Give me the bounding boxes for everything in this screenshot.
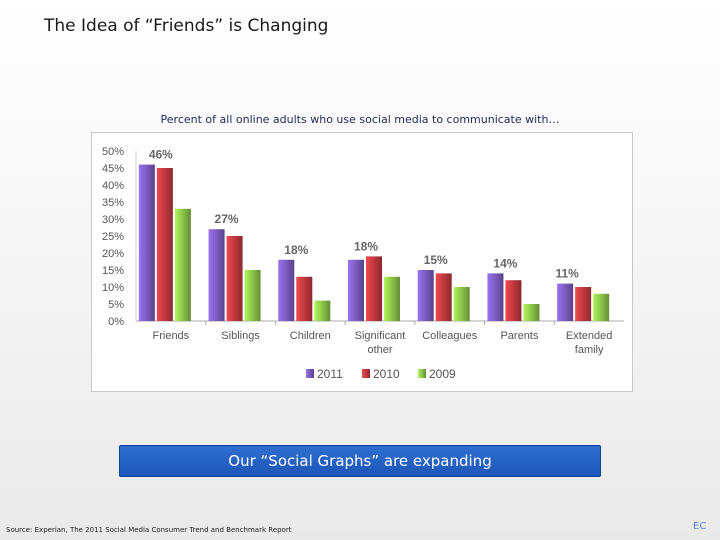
corner-mark: EC: [693, 521, 707, 532]
bar-2010: [435, 273, 452, 321]
x-tick-label: Colleagues: [422, 330, 478, 342]
bar-2009: [314, 300, 331, 321]
bar-2009: [384, 276, 400, 321]
legend-label: 2009: [429, 367, 456, 381]
bar-2010: [575, 287, 592, 321]
bar-2009: [453, 287, 470, 321]
legend-label: 2010: [373, 367, 400, 381]
bar-chart: 0% 5% 10% 15% 20% 25% 30% 35% 40% 45% 50% 46% Friend…: [102, 146, 624, 381]
bar-2011: [278, 259, 295, 321]
y-tick-label: 45%: [102, 163, 124, 175]
bar-2011: [208, 229, 225, 321]
y-tick-label: 35%: [102, 197, 124, 209]
bar-2009: [174, 208, 191, 321]
data-label: 27%: [215, 212, 239, 226]
chart-container: 0% 5% 10% 15% 20% 25% 30% 35% 40% 45% 50% 46% Friend…: [91, 132, 633, 392]
bar-2011: [138, 164, 155, 321]
legend-swatch-2009: [418, 369, 426, 378]
x-tick-label: Significant: [355, 330, 406, 342]
x-tick-label: Parents: [500, 330, 538, 342]
data-label: 15%: [424, 253, 448, 267]
y-tick-label: 15%: [102, 265, 124, 277]
bar-2010: [156, 168, 173, 321]
x-tick-label: Extended: [566, 330, 612, 342]
bar-2011: [417, 270, 434, 321]
legend-swatch-2010: [362, 369, 370, 378]
banner-callout: Our “Social Graphs” are expanding: [119, 445, 601, 477]
legend-swatch-2011: [306, 369, 314, 378]
data-label: 46%: [149, 148, 173, 162]
y-tick-label: 30%: [102, 214, 124, 226]
data-label: 14%: [493, 256, 517, 270]
x-tick-label: Siblings: [221, 330, 260, 342]
x-tick-label: family: [575, 344, 604, 356]
slide-title: The Idea of “Friends” is Changing: [44, 16, 329, 36]
bar-2011: [557, 283, 574, 321]
legend-label: 2011: [317, 367, 343, 381]
bar-2009: [523, 304, 540, 321]
y-tick-label: 40%: [102, 180, 124, 192]
bar-2009: [593, 293, 610, 321]
bar-2010: [296, 276, 313, 321]
x-tick-label: Friends: [153, 330, 190, 342]
data-label: 18%: [354, 239, 378, 253]
data-label: 18%: [284, 243, 308, 257]
y-tick-label: 25%: [102, 231, 124, 243]
y-tick-label: 50%: [102, 146, 124, 158]
x-tick-label: other: [367, 344, 392, 356]
y-tick-label: 10%: [102, 282, 124, 294]
chart-caption: Percent of all online adults who use soc…: [160, 113, 560, 126]
bar-2010: [366, 256, 382, 321]
bar-2010: [505, 280, 522, 321]
y-tick-label: 5%: [108, 299, 124, 311]
bar-2011: [348, 259, 364, 321]
source-note: Source: Experian, The 2011 Social Media …: [6, 526, 292, 534]
y-tick-label: 0%: [108, 316, 124, 328]
x-tick-label: Children: [290, 330, 331, 342]
y-tick-label: 20%: [102, 248, 124, 260]
bar-2009: [244, 270, 261, 321]
bar-2011: [487, 273, 504, 321]
data-label: 11%: [555, 267, 579, 281]
bar-2010: [226, 236, 243, 321]
